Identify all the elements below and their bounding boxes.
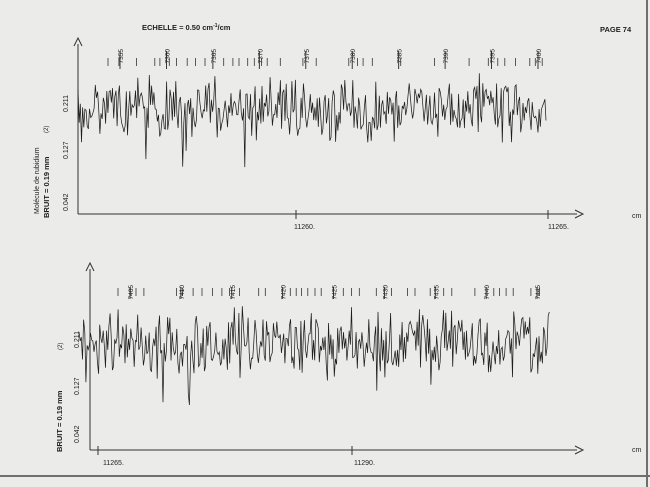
xtick-label-1: 11290.	[354, 460, 375, 467]
x-axis-unit: cm	[632, 447, 642, 454]
line-position-label: 7365	[211, 49, 218, 64]
line-position-label: 7445	[535, 285, 542, 300]
side-label-molecule: Molécule de rubidium	[34, 147, 41, 214]
ytick-label-0: 0.211	[74, 331, 81, 348]
page-right-edge	[646, 0, 648, 487]
line-position-label: 7425	[332, 285, 339, 300]
line-position-label: 7435	[433, 285, 440, 300]
line-position-label: 7440	[484, 285, 491, 300]
y-axis-label: BRUIT = 0.19 mm	[42, 156, 51, 218]
line-position-label: 7385	[397, 49, 404, 64]
ytick-label-2: 0.042	[74, 425, 81, 443]
x-axis-arrow	[574, 445, 585, 455]
xtick-label-0: 11260.	[294, 224, 315, 231]
line-position-label: 7355	[118, 49, 125, 64]
spectrum-panel-2: BRUIT = 0.19 mm 0.211 0.127 0.042 (2) 11…	[55, 261, 642, 467]
y-axis-arrow	[85, 261, 95, 272]
line-position-label: 7380	[350, 49, 357, 64]
x-axis-unit: cm	[632, 213, 642, 220]
y-mark: (2)	[58, 343, 64, 350]
line-position-label: 7370	[257, 49, 264, 64]
line-position-label: 7420	[281, 285, 288, 300]
line-position-label: 7375	[304, 49, 311, 64]
line-position-label: 7430	[382, 285, 389, 300]
scale-label: ECHELLE = 0.50 cm-1/cm	[142, 23, 231, 32]
line-position-label: 7390	[443, 49, 450, 64]
ytick-label-1: 0.127	[74, 377, 81, 395]
y-axis-label: BRUIT = 0.19 mm	[55, 390, 64, 452]
spectrum-panel-1: Molécule de rubidium BRUIT = 0.19 mm 0.2…	[34, 36, 642, 231]
xtick-label-1: 11265.	[548, 224, 569, 231]
x-axis-arrow	[574, 209, 585, 219]
ytick-label-1: 0.127	[63, 141, 70, 159]
line-position-label: 7360	[164, 49, 171, 64]
line-position-label: 7400	[536, 49, 543, 64]
ytick-label-0: 0.211	[63, 95, 70, 112]
spectrum-trace	[77, 73, 547, 168]
spectrum-trace	[78, 306, 550, 406]
ytick-label-2: 0.042	[63, 193, 70, 211]
page-number: PAGE 74	[600, 25, 632, 34]
page-bottom-edge	[0, 475, 650, 477]
line-position-label: 7395	[490, 49, 497, 64]
y-axis-arrow	[73, 36, 83, 47]
y-mark: (2)	[44, 126, 50, 133]
line-position-label: 7415	[230, 285, 237, 300]
xtick-label-0: 11265.	[103, 460, 124, 467]
line-position-label: 7405	[128, 285, 135, 300]
